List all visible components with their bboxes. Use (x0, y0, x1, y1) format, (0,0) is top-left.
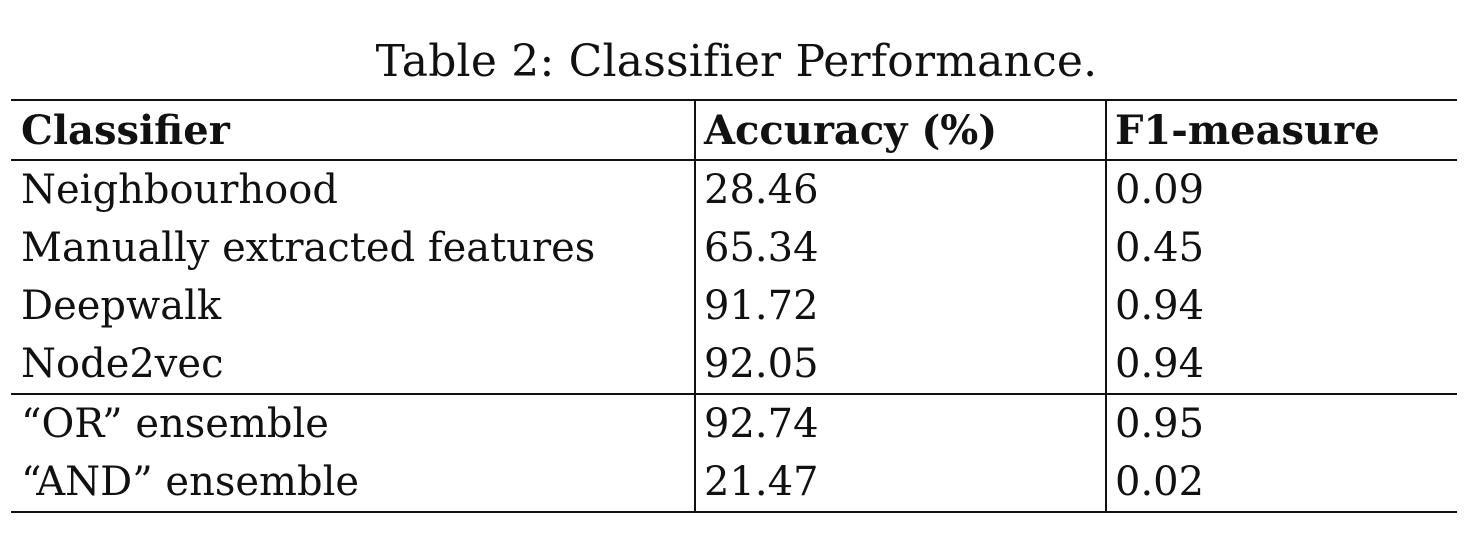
table-row: Neighbourhood 28.46 0.09 (11, 160, 1457, 219)
table-row: “OR” ensemble 92.74 0.95 (11, 393, 1457, 453)
header-row: Classifier Accuracy (%) F1-measure (11, 99, 1457, 161)
cell-classifier: “AND” ensemble (11, 453, 695, 513)
header-classifier: Classifier (11, 99, 695, 161)
cell-accuracy: 92.74 (694, 393, 1106, 453)
table-row: “AND” ensemble 21.47 0.02 (11, 453, 1457, 513)
cell-f1: 0.94 (1105, 277, 1457, 335)
cell-accuracy: 21.47 (694, 453, 1106, 513)
cell-f1: 0.95 (1105, 393, 1457, 453)
classifier-performance-table: Classifier Accuracy (%) F1-measure Neigh… (11, 99, 1457, 513)
table-row: Node2vec 92.05 0.94 (11, 335, 1457, 394)
cell-f1: 0.45 (1105, 219, 1457, 277)
header-f1-measure: F1-measure (1105, 99, 1457, 161)
table-body-group-single-classifiers: Neighbourhood 28.46 0.09 Manually extrac… (11, 160, 1457, 394)
table-row: Manually extracted features 65.34 0.45 (11, 219, 1457, 277)
cell-f1: 0.02 (1105, 453, 1457, 513)
cell-accuracy: 28.46 (694, 160, 1106, 219)
cell-classifier: “OR” ensemble (11, 393, 695, 453)
cell-f1: 0.09 (1105, 160, 1457, 219)
cell-accuracy: 92.05 (694, 335, 1106, 394)
table-body-group-ensembles: “OR” ensemble 92.74 0.95 “AND” ensemble … (11, 393, 1457, 513)
header-accuracy: Accuracy (%) (694, 99, 1106, 161)
cell-accuracy: 91.72 (694, 277, 1106, 335)
table-header: Classifier Accuracy (%) F1-measure (11, 99, 1457, 161)
table-row: Deepwalk 91.72 0.94 (11, 277, 1457, 335)
cell-f1: 0.94 (1105, 335, 1457, 394)
cell-classifier: Deepwalk (21, 283, 222, 329)
table-caption: Table 2: Classifier Performance. (375, 36, 1098, 87)
cell-classifier: Node2vec (21, 341, 224, 387)
cell-accuracy: 65.34 (694, 219, 1106, 277)
cell-classifier: Manually extracted features (21, 225, 596, 271)
cell-classifier: Neighbourhood (21, 167, 338, 213)
